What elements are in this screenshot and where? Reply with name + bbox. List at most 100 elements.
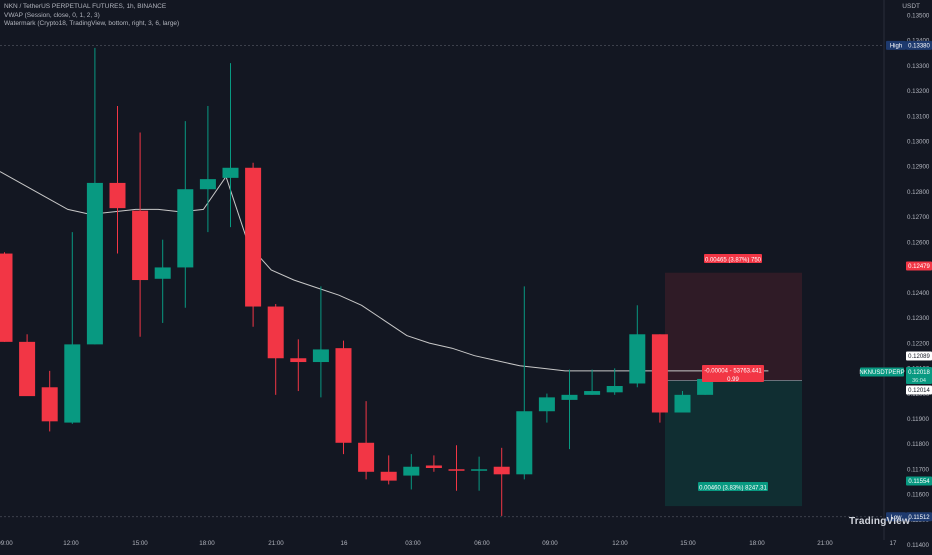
position-info-label-text: 0.99 bbox=[727, 377, 739, 383]
candle-body bbox=[222, 167, 239, 178]
candle-body bbox=[380, 471, 397, 481]
y-tick-label: 0.13200 bbox=[907, 88, 930, 95]
x-tick-label: 09:00 bbox=[542, 540, 558, 547]
high-label-tag-bg bbox=[886, 40, 906, 50]
candle bbox=[629, 305, 646, 388]
candle-body bbox=[132, 210, 149, 281]
currency-label: USDT bbox=[902, 3, 920, 10]
x-tick-label: 12:00 bbox=[612, 540, 628, 547]
position-info-label: -0.00004 - 53763.441 0.99 bbox=[702, 365, 764, 383]
candle-body bbox=[493, 466, 510, 475]
candle bbox=[41, 370, 58, 432]
candle bbox=[267, 304, 284, 395]
candle-body bbox=[199, 179, 216, 190]
entry-price-tag: 0.12014 bbox=[906, 385, 932, 395]
candle bbox=[697, 378, 714, 395]
y-tick-label: 0.13300 bbox=[907, 63, 930, 70]
target-price-tag: 0.12479 bbox=[906, 261, 932, 271]
candle-body bbox=[674, 394, 691, 413]
symbol-tag-text: NKNUSDTPERP bbox=[859, 370, 904, 376]
candle-body bbox=[245, 167, 262, 307]
x-tick-label: 15:00 bbox=[132, 540, 148, 547]
y-tick-label: 0.13500 bbox=[907, 12, 930, 19]
high-price-tag-text: 0.13380 bbox=[908, 44, 930, 50]
last-price-text: 0.12018 bbox=[908, 370, 930, 376]
stop-label: 0.00460 (3.83%) 8247.31 bbox=[698, 482, 768, 492]
candle-body bbox=[267, 306, 284, 359]
vwap-price-tag: 0.12089 bbox=[906, 351, 932, 361]
target-price-tag-bg bbox=[906, 261, 932, 271]
x-tick-label: 18:00 bbox=[749, 540, 765, 547]
candle bbox=[335, 340, 352, 455]
candle-body bbox=[335, 348, 352, 443]
candle-body bbox=[0, 253, 13, 342]
target-price-tag-text: 0.12479 bbox=[908, 264, 930, 270]
y-tick-label: 0.12700 bbox=[907, 214, 930, 221]
candle-body bbox=[606, 386, 623, 393]
vwap-price-tag-bg bbox=[906, 351, 932, 361]
low-price-tag-text: 0.11512 bbox=[908, 515, 930, 521]
candle bbox=[561, 369, 578, 450]
candle-body bbox=[561, 394, 578, 400]
stop-price-tag-bg bbox=[906, 476, 932, 486]
y-tick-label: 0.12200 bbox=[907, 340, 930, 347]
position-info-label-text: -0.00004 - 53763.441 bbox=[704, 369, 762, 375]
target-label: 0.00465 (3.87%) 750 bbox=[704, 254, 762, 264]
x-tick-label: 15:00 bbox=[680, 540, 696, 547]
x-tick-label: 21:00 bbox=[268, 540, 284, 547]
candle-body bbox=[19, 341, 36, 397]
low-label-tag-text: Low bbox=[890, 515, 902, 521]
candle bbox=[606, 368, 623, 395]
symbol-tag: NKNUSDTPERP bbox=[859, 367, 905, 377]
y-tick-label: 0.12900 bbox=[907, 164, 930, 171]
candle-body bbox=[358, 442, 375, 472]
candle-body bbox=[471, 469, 488, 471]
position-info-label-bg bbox=[702, 365, 764, 382]
y-tick-label: 0.12400 bbox=[907, 290, 930, 297]
x-tick-label: 03:00 bbox=[405, 540, 421, 547]
candle bbox=[64, 232, 81, 424]
candle-body bbox=[516, 411, 533, 475]
candle bbox=[290, 339, 307, 392]
x-tick-label: 09:00 bbox=[0, 540, 13, 547]
target-label-text: 0.00465 (3.87%) 750 bbox=[705, 258, 762, 264]
vwap-price-tag-text: 0.12089 bbox=[908, 354, 930, 360]
candle-body bbox=[86, 182, 103, 345]
candle-body bbox=[290, 358, 307, 363]
candle bbox=[109, 105, 126, 254]
low-price-tag-bg bbox=[906, 512, 932, 522]
y-tick-label: 0.11800 bbox=[907, 441, 929, 448]
candle bbox=[0, 252, 13, 342]
symbol-title[interactable]: NKN / TetherUS PERPETUAL FUTURES, 1h, BI… bbox=[4, 3, 167, 10]
stop-price-tag-text: 0.11554 bbox=[908, 479, 930, 485]
tradingview-watermark: TradingView bbox=[849, 516, 910, 527]
vwap-indicator-label[interactable]: VWAP (Session, close, 0, 1, 2, 3) bbox=[4, 11, 100, 19]
candle bbox=[538, 393, 555, 423]
candle bbox=[403, 454, 420, 490]
x-tick-label: 18:00 bbox=[199, 540, 215, 547]
candle bbox=[132, 132, 149, 337]
candle bbox=[584, 369, 601, 395]
x-tick-label: 06:00 bbox=[474, 540, 490, 547]
candle-body bbox=[651, 334, 668, 413]
candle-body bbox=[64, 344, 81, 423]
watermark-indicator-label[interactable]: Watermark (Crypto18, TradingView, bottom… bbox=[4, 20, 180, 28]
candle-body bbox=[41, 387, 58, 422]
y-tick-label: 0.13000 bbox=[907, 138, 930, 145]
candle-body bbox=[448, 469, 465, 471]
y-tick-label: 0.12300 bbox=[907, 315, 930, 322]
low-label-tag: Low bbox=[886, 512, 906, 522]
low-price-tag: 0.11512 bbox=[906, 512, 932, 522]
candle bbox=[19, 334, 36, 397]
y-tick-label: 0.11600 bbox=[907, 492, 929, 499]
candle bbox=[425, 455, 442, 472]
candle-body bbox=[629, 334, 646, 384]
stop-label-text: 0.00460 (3.83%) 8247.31 bbox=[699, 486, 767, 492]
candle bbox=[199, 105, 216, 233]
candle bbox=[448, 445, 465, 491]
target-zone bbox=[665, 272, 802, 381]
y-tick-label: 0.11700 bbox=[907, 466, 929, 473]
y-tick-label: 0.11400 bbox=[907, 542, 929, 549]
